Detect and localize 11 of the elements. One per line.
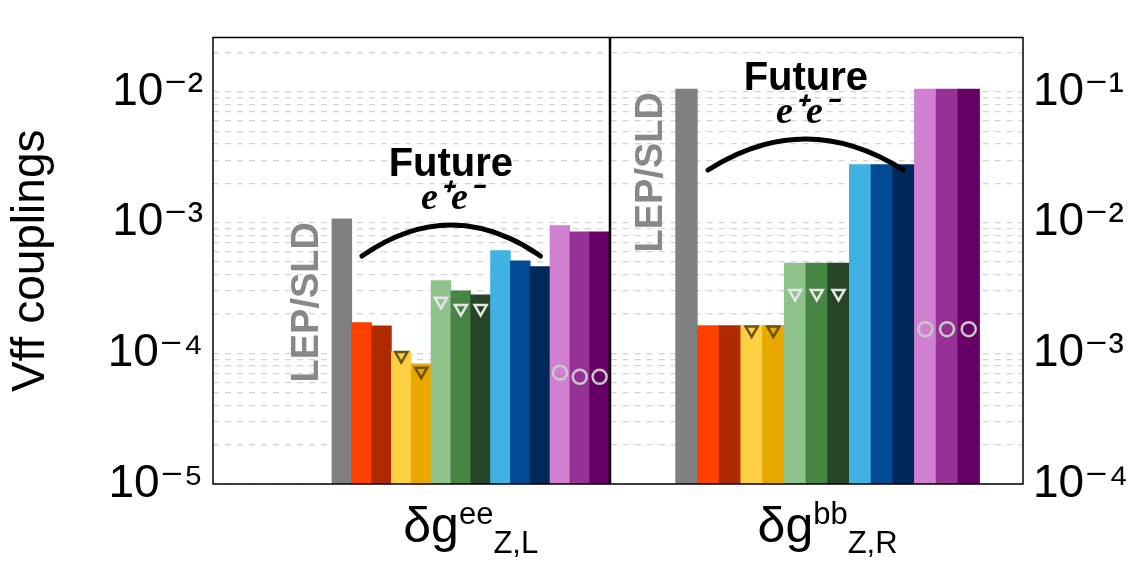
annotation: LEP/SLD [627,92,670,253]
y2-tick-label: 10⁻² [1033,193,1124,246]
y2-tick-label: 10⁻⁴ [1033,454,1129,507]
annotation: LEP/SLD [283,221,326,383]
y2-tick-label: 10⁻¹ [1033,62,1124,115]
y-tick-label: 10⁻³ [112,193,203,246]
y-axis-title: Vff couplings [2,129,55,393]
y-tick-label: 10⁻⁴ [107,323,203,376]
y-tick-label: 10⁻² [112,62,203,115]
y2-tick-label: 10⁻³ [1033,323,1124,376]
y-tick-label: 10⁻⁵ [108,454,203,507]
